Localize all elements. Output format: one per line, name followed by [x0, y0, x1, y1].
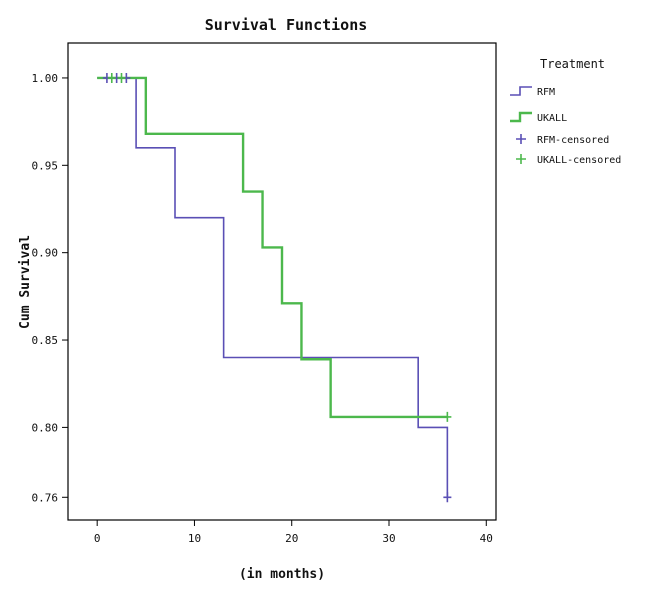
- legend-symbol-rfm: [510, 86, 532, 96]
- x-tick-label: 40: [480, 532, 493, 545]
- y-axis-label: Cum Survival: [18, 235, 33, 329]
- legend-title: Treatment: [540, 57, 605, 71]
- series-line-rfm: [97, 77, 449, 498]
- legend-label-ukall-censored: UKALL-censored: [537, 155, 621, 166]
- x-tick-label: 20: [285, 532, 298, 545]
- y-axis-ticks: 0.76 0.80 0.85 0.90 0.95 1.00: [32, 72, 68, 504]
- censored-marker-ukall: [107, 72, 116, 83]
- censored-markers: [102, 72, 452, 503]
- y-tick-label: 0.76: [32, 491, 59, 504]
- x-axis-label: (in months): [239, 567, 325, 582]
- y-tick-label: 1.00: [32, 72, 59, 85]
- y-tick-label: 0.85: [32, 334, 59, 347]
- legend-label-rfm-censored: RFM-censored: [537, 135, 609, 146]
- legend-label-rfm: RFM: [537, 87, 555, 98]
- y-tick-label: 0.90: [32, 247, 59, 260]
- x-tick-label: 0: [94, 532, 101, 545]
- censored-marker-rfm: [443, 492, 452, 503]
- series-layer: [97, 76, 449, 498]
- legend-items: RFM UKALL RFM-censored UKALL-censored: [510, 86, 621, 166]
- legend-label-ukall: UKALL: [537, 113, 567, 124]
- chart-title: Survival Functions: [205, 16, 368, 34]
- series-line-ukall: [97, 76, 448, 419]
- x-axis-ticks: 0 10 20 30 40: [94, 520, 493, 545]
- legend-symbol-ukall-censored: [516, 154, 526, 164]
- x-tick-label: 10: [188, 532, 201, 545]
- x-tick-label: 30: [382, 532, 395, 545]
- legend: Treatment RFM UKALL RFM-censored UKALL-cens…: [510, 57, 621, 166]
- legend-symbol-rfm-censored: [516, 134, 526, 144]
- y-tick-label: 0.95: [32, 159, 59, 172]
- censored-marker-ukall: [117, 72, 126, 83]
- legend-symbol-ukall: [510, 111, 532, 123]
- y-tick-label: 0.80: [32, 421, 59, 434]
- censored-marker-ukall: [443, 411, 452, 422]
